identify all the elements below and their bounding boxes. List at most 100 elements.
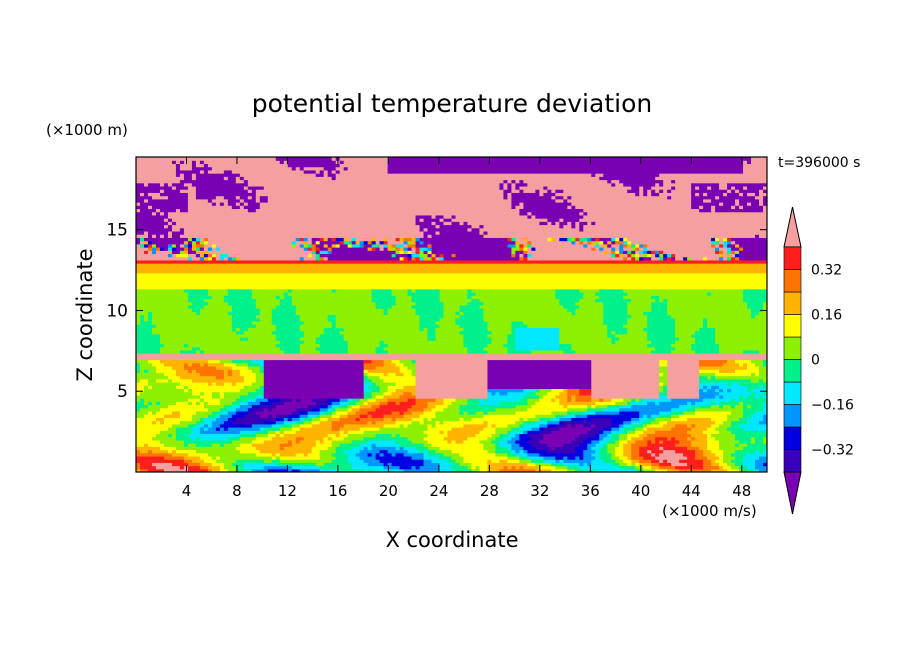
heatmap-cell [511,446,524,451]
heatmap-cell [391,417,397,422]
heatmap-cell [443,311,457,316]
heatmap-cell [719,253,724,258]
heatmap-cell [587,443,596,447]
heatmap-cell [263,465,293,470]
heatmap-cell [683,256,688,261]
heatmap-cell [563,443,580,447]
heatmap-cell [327,256,401,261]
heatmap-cell [279,446,285,451]
heatmap-cell [375,349,389,354]
heatmap-cell [715,452,724,457]
heatmap-cell [487,436,497,441]
heatmap-cell [511,179,516,184]
heatmap-cell [187,243,193,248]
heatmap-cell [711,185,720,190]
heatmap-cell [727,185,732,190]
heatmap-cell [299,237,305,242]
heatmap-cell [423,250,429,255]
heatmap-cell [143,182,149,187]
heatmap-cell [723,192,728,197]
heatmap-cell [195,247,201,251]
heatmap-cell [595,401,616,406]
heatmap-cell [711,198,736,203]
heatmap-cell [599,455,612,460]
heatmap-cell [136,256,189,261]
heatmap-cell [395,433,401,438]
heatmap-cell [487,468,501,472]
heatmap-cell [523,179,608,184]
heatmap-cell [311,420,321,425]
heatmap-cell [327,247,333,251]
heatmap-cell [451,427,485,431]
heatmap-cell [323,462,353,467]
heatmap-cell [299,468,321,472]
heatmap-cell [407,250,413,255]
heatmap-cell [159,247,165,251]
heatmap-cell [283,430,297,435]
heatmap-cell [751,439,756,444]
heatmap-cell [507,446,513,451]
heatmap-cell [491,433,501,438]
heatmap-cell [643,465,652,470]
heatmap-cell [759,394,764,399]
heatmap-cell [383,372,389,377]
heatmap-cell [203,243,213,248]
heatmap-cell [723,362,740,367]
heatmap-cell [187,433,241,438]
heatmap-cell [187,462,201,467]
heatmap-cell [155,324,233,328]
heatmap-cell [451,462,461,467]
heatmap-cell [439,468,457,472]
heatmap-cell [519,465,524,470]
heatmap-cell [731,410,744,415]
heatmap-cell [231,205,241,210]
heatmap-cell [639,414,644,418]
heatmap-cell [711,375,716,380]
heatmap-cell [271,308,297,312]
heatmap-cell [303,436,325,441]
heatmap-cell [187,240,193,245]
heatmap-cell [271,317,301,322]
heatmap-cell [559,301,576,306]
heatmap-cell [751,436,756,441]
heatmap-cell [387,385,405,390]
heatmap-cell [763,362,767,367]
heatmap-cell [515,337,560,341]
heatmap-cell [355,401,365,406]
heatmap-cell [423,240,516,245]
heatmap-cell [695,407,744,412]
heatmap-cell [147,468,165,472]
heatmap-cell [719,401,740,406]
heatmap-cell [611,436,620,441]
heatmap-cell [551,446,556,451]
heatmap-cell [371,394,377,399]
heatmap-cell [559,420,564,425]
heatmap-cell [735,256,740,261]
heatmap-cell [263,459,273,463]
heatmap-cell [347,243,353,248]
heatmap-cell [427,439,449,444]
heatmap-cell [179,234,425,238]
heatmap-cell [723,455,736,460]
heatmap-cell [371,391,385,396]
heatmap-cell [259,414,269,418]
heatmap-cell [571,202,692,206]
heatmap-cell [559,398,568,402]
heatmap-cell [439,256,445,261]
heatmap-cell [411,404,429,409]
heatmap-cell [755,462,764,467]
heatmap-cell [339,169,389,174]
heatmap-cell [239,388,257,393]
heatmap-cell [379,459,425,463]
heatmap-cell [647,317,676,322]
heatmap-cell [211,256,217,261]
heatmap-cell [615,247,620,251]
heatmap-cell [363,359,373,364]
heatmap-cell [307,237,313,242]
heatmap-cell [315,337,345,341]
heatmap-cell [419,253,429,258]
heatmap-cell [595,433,600,438]
heatmap-cell [503,185,509,190]
heatmap-cell [759,369,767,373]
heatmap-cell [691,427,708,431]
